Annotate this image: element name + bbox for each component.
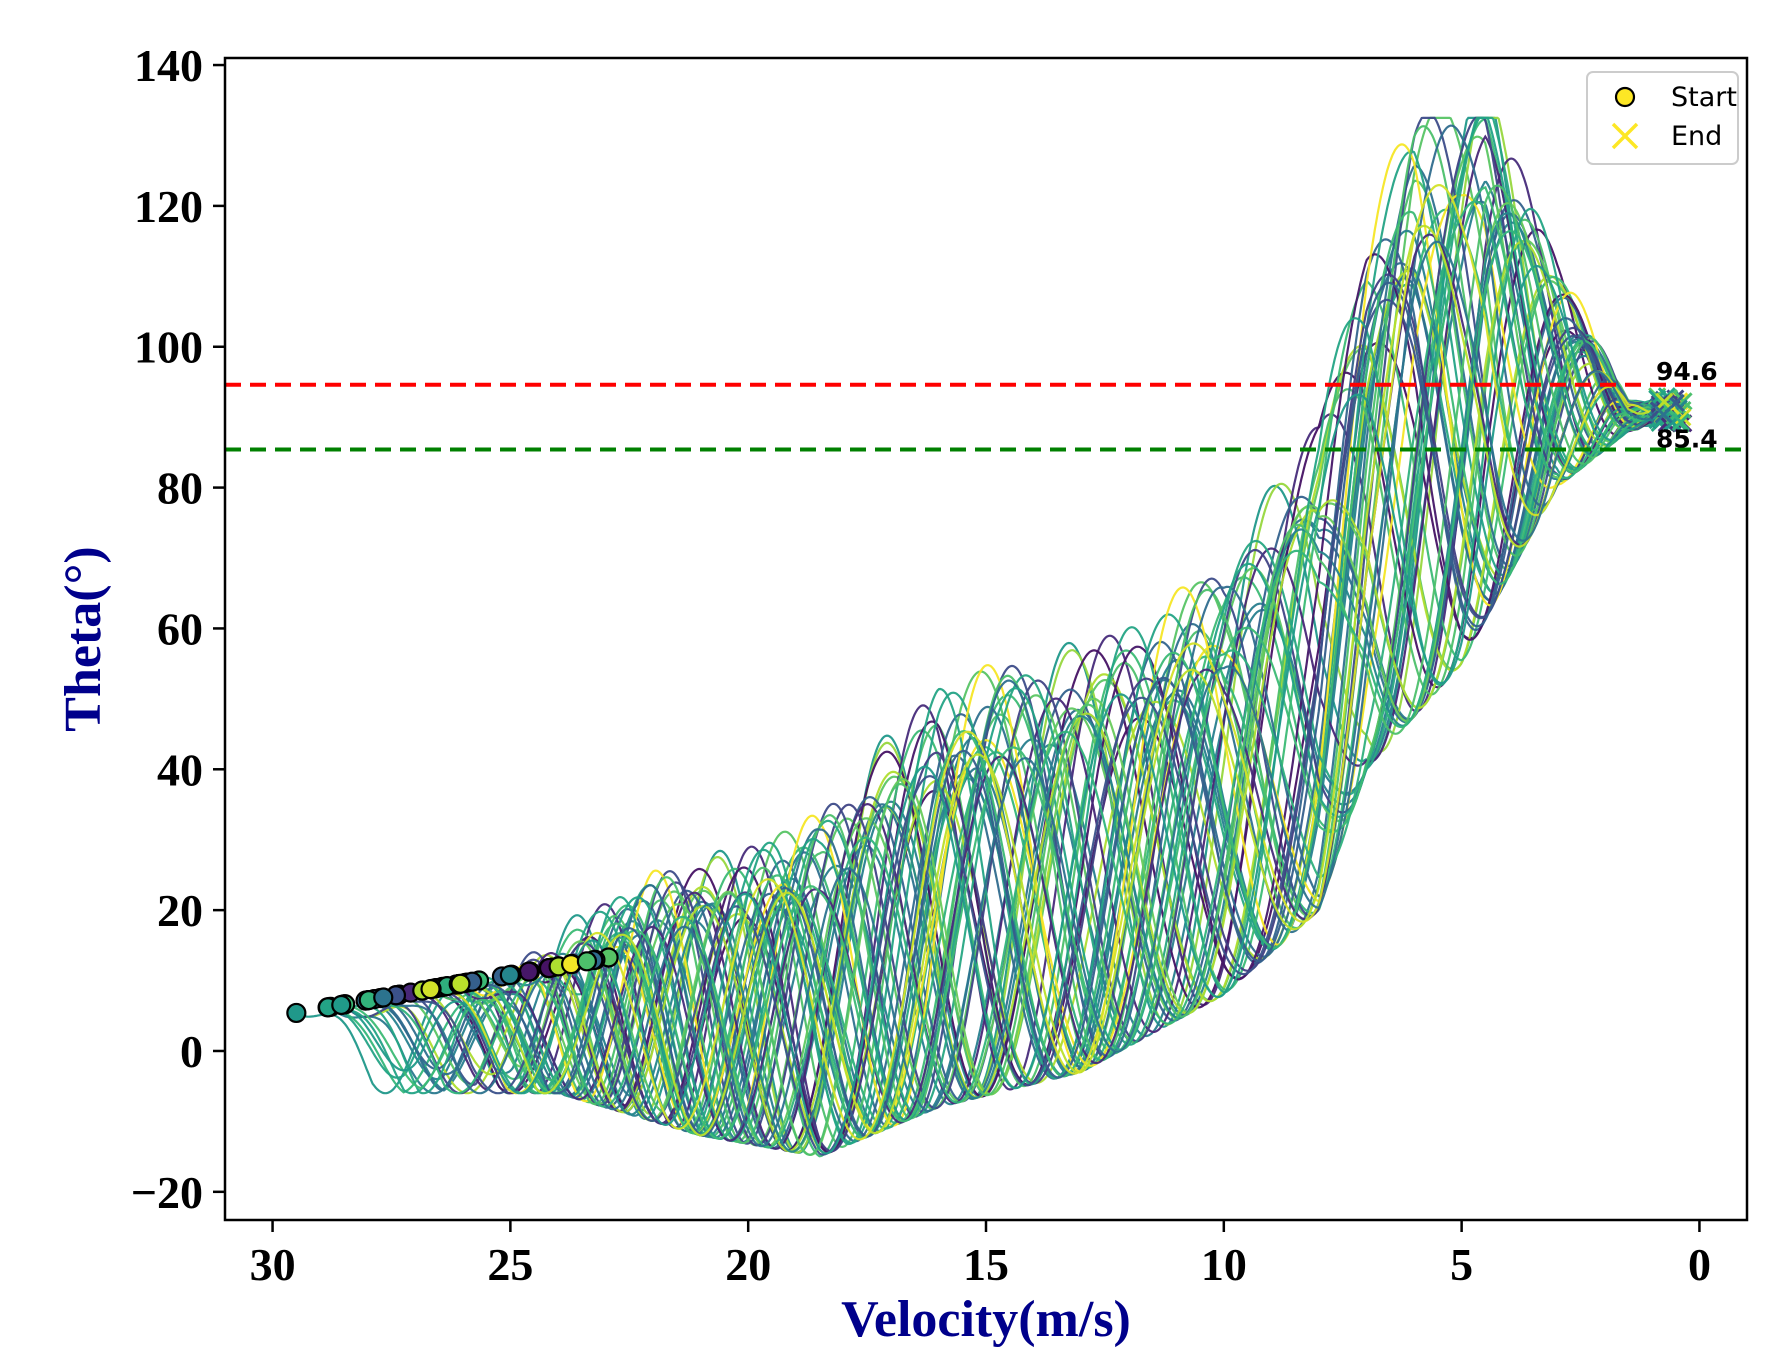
y-tick-label: 20 bbox=[157, 885, 203, 936]
start-marker bbox=[518, 961, 540, 982]
trajectory-line bbox=[365, 124, 1660, 1142]
start-marker bbox=[331, 994, 352, 1016]
trajectory-layer bbox=[295, 116, 1684, 1158]
end-marker bbox=[1671, 413, 1690, 432]
legend-start-label: Start bbox=[1671, 82, 1737, 113]
trajectory-line bbox=[431, 273, 1661, 1153]
y-tick-label: 100 bbox=[134, 322, 203, 373]
legend-end-marker bbox=[1611, 122, 1639, 150]
trajectory-line bbox=[471, 281, 1677, 1138]
trajectory-line bbox=[570, 194, 1678, 1135]
start-marker bbox=[576, 951, 598, 972]
legend-end-label: End bbox=[1671, 121, 1722, 152]
start-marker-layer bbox=[286, 947, 619, 1024]
legend: Start End bbox=[1586, 71, 1739, 165]
y-tick-label: 120 bbox=[134, 181, 203, 232]
end-marker bbox=[1673, 408, 1692, 427]
start-marker bbox=[373, 987, 394, 1008]
tick-layer: 140 120 100 80 60 40 20 0 −20 30 25 20 15 10 5 0 bbox=[131, 40, 1711, 1290]
x-tick-label: 20 bbox=[725, 1239, 771, 1290]
trajectory-line bbox=[340, 264, 1674, 1155]
legend-start-marker bbox=[1614, 86, 1636, 108]
trajectory-line bbox=[434, 218, 1670, 1149]
trajectory-line bbox=[466, 143, 1680, 1142]
trajectory-line bbox=[399, 116, 1678, 1145]
trajectory-line bbox=[342, 207, 1658, 1146]
start-marker bbox=[420, 979, 441, 1000]
trajectory-line bbox=[382, 240, 1664, 1148]
trajectory-line bbox=[586, 184, 1683, 1156]
y-tick-label: 0 bbox=[180, 1026, 203, 1077]
trajectory-line bbox=[460, 224, 1665, 1137]
y-axis-label: Theta(°) bbox=[55, 546, 112, 731]
x-tick-label: 25 bbox=[487, 1239, 533, 1290]
y-tick-label: 60 bbox=[157, 603, 203, 654]
x-tick-label: 30 bbox=[250, 1239, 296, 1290]
trajectory-line bbox=[395, 298, 1660, 1156]
trajectory-line bbox=[343, 116, 1676, 1147]
reference-line-label: 94.6 bbox=[1656, 357, 1718, 386]
x-tick-label: 10 bbox=[1201, 1239, 1247, 1290]
start-marker bbox=[499, 964, 520, 986]
trajectory-line bbox=[421, 240, 1663, 1153]
end-marker bbox=[1654, 405, 1673, 424]
start-marker bbox=[450, 973, 471, 994]
trajectory-line bbox=[509, 212, 1679, 1153]
y-tick-label: 80 bbox=[157, 463, 203, 514]
reference-line-layer: 94.6 85.4 bbox=[225, 357, 1747, 454]
trajectory-line bbox=[368, 229, 1682, 1149]
reference-line-label: 85.4 bbox=[1656, 425, 1718, 454]
x-tick-label: 5 bbox=[1450, 1239, 1473, 1290]
x-tick-label: 0 bbox=[1688, 1239, 1711, 1290]
y-tick-label: 40 bbox=[157, 744, 203, 795]
y-tick-label: 140 bbox=[134, 40, 203, 91]
end-marker-layer bbox=[1648, 387, 1693, 433]
trajectory-line bbox=[571, 116, 1661, 1154]
x-tick-label: 15 bbox=[963, 1239, 1009, 1290]
start-marker bbox=[286, 1002, 307, 1024]
y-tick-label: −20 bbox=[131, 1167, 203, 1218]
trajectory-line bbox=[458, 202, 1676, 1157]
x-axis-label: Velocity(m/s) bbox=[841, 1291, 1131, 1348]
